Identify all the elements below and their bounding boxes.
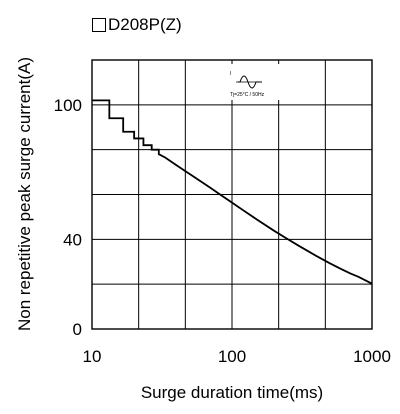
x-tick-label: 100 <box>218 347 246 366</box>
x-tick-label: 10 <box>83 347 102 366</box>
series-layer <box>92 99 373 285</box>
inset-legend: I Tj=25°C / 50Hz <box>226 64 284 100</box>
inset-symbol: I <box>230 71 231 77</box>
y-tick-label: 0 <box>73 320 82 339</box>
chart-title-text: D208P(Z) <box>108 15 182 34</box>
inset-condition: Tj=25°C / 50Hz <box>230 92 265 98</box>
y-tick-label: 40 <box>63 230 82 249</box>
x-tick-label: 1000 <box>353 347 391 366</box>
plot-frame <box>91 59 373 330</box>
x-axis-label: Surge duration time(ms) <box>141 383 323 402</box>
y-axis-label: Non repetitive peak surge current(A) <box>15 57 34 331</box>
y-tick-label: 100 <box>54 96 82 115</box>
tick-labels: 10 100 1000 0 40 100 <box>54 96 391 366</box>
grid <box>92 60 372 329</box>
title-box-icon <box>92 18 106 32</box>
chart-title: D208P(Z) <box>92 12 182 38</box>
series-line-0 <box>92 99 373 285</box>
